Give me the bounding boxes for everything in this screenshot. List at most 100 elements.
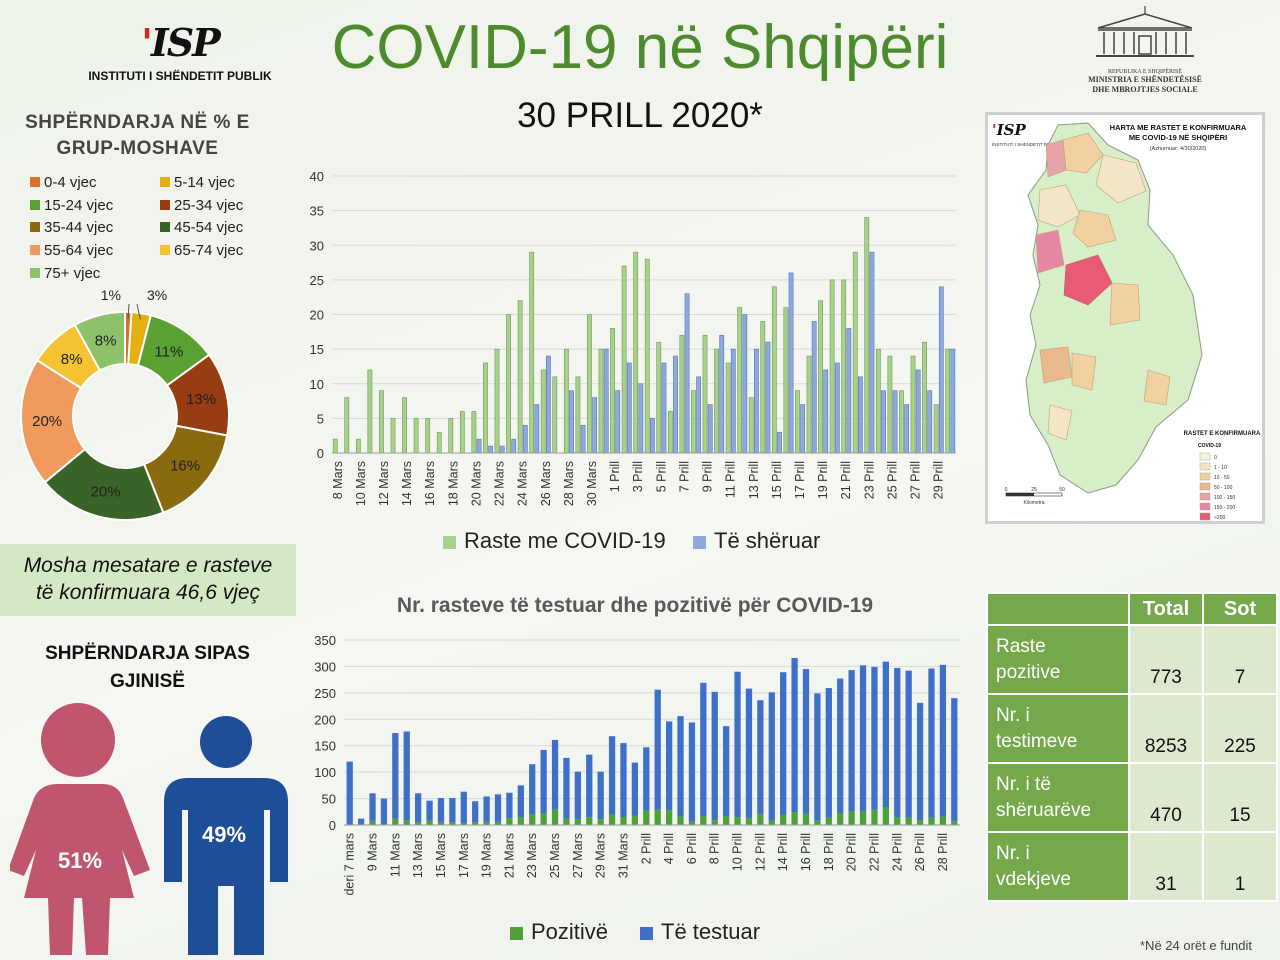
bar (603, 348, 609, 454)
legend-swatch (30, 177, 40, 187)
bar (745, 688, 753, 819)
map-legend-label: >200 (1214, 515, 1225, 521)
map-legend-title: RASTET E KONFIRMUARA (1184, 431, 1261, 437)
map-legend-swatch (1199, 492, 1211, 501)
map-scale-bar: 0 25 50 Kilometra (1005, 487, 1065, 506)
y-tick-label: 150 (314, 739, 336, 754)
bar (748, 397, 754, 454)
bar (551, 809, 559, 825)
bar (829, 279, 835, 454)
age-legend-item: 65-74 vjec (160, 242, 243, 259)
stats-today: 1 (1202, 831, 1278, 902)
x-tick-label: 10 Prill (731, 833, 745, 871)
x-tick-label: 20 Mars (469, 461, 483, 506)
x-tick-label: 7 Prill (677, 461, 691, 492)
bar (730, 348, 736, 454)
bar (864, 217, 870, 454)
legend-swatch (30, 245, 40, 255)
x-tick-label: 24 Prill (890, 833, 904, 871)
bar (608, 736, 616, 815)
bar (702, 334, 708, 454)
map-legend-label: 1 - 10 (1214, 465, 1227, 471)
bar (837, 813, 844, 825)
x-tick-label: 23 Mars (525, 833, 539, 878)
x-tick-label: 13 Mars (411, 833, 425, 878)
age-legend-item: 35-44 vjec (30, 219, 113, 236)
bar (754, 348, 759, 454)
age-legend-item: 55-64 vjec (30, 242, 113, 259)
bar (677, 716, 684, 817)
bar (894, 817, 901, 825)
bar (534, 404, 540, 454)
bar (742, 314, 748, 454)
bar (734, 817, 741, 825)
x-tick-label: 21 Mars (502, 833, 516, 878)
legend-swatch (510, 927, 523, 940)
y-tick-label: 35 (310, 204, 324, 219)
bar (403, 820, 410, 825)
bar (483, 796, 490, 822)
donut-slice (43, 447, 165, 521)
legend-swatch (160, 200, 170, 210)
map-legend-swatch (1199, 482, 1211, 491)
y-tick-label: 50 (322, 792, 336, 807)
bar (656, 341, 662, 454)
donut-label: 11% (154, 343, 183, 360)
donut-label: 1% (101, 287, 121, 303)
map-title-line1: HARTA ME RASTET E KONFIRMUARA (1110, 123, 1247, 132)
bar (765, 341, 771, 454)
map-updated: (Azhurnuar: 4/30/2020) (1150, 146, 1207, 152)
bar (933, 404, 939, 454)
bar (460, 791, 467, 824)
bar (426, 800, 433, 821)
bar (881, 390, 886, 454)
bar (928, 668, 935, 818)
x-tick-label: 17 Prill (793, 461, 807, 499)
x-tick-label: 2 Prill (639, 833, 653, 864)
bar (494, 821, 502, 825)
ministry-line3: DHE MBROJTJES SOCIALE (1092, 85, 1198, 94)
bar (848, 811, 855, 825)
age-legend-item: 15-24 vjec (30, 197, 113, 214)
map-legend-swatch (1199, 502, 1211, 511)
report-date: 30 PRILL 2020* (517, 96, 763, 135)
bar (939, 816, 947, 825)
bar (916, 820, 924, 825)
scale-50: 50 (1059, 487, 1065, 493)
bar (476, 438, 482, 454)
daily-cases-chart: 0 5 10 15 20 25 30 35 40 8 Mars 10 Mars 12 Mars 14 M… (310, 169, 956, 553)
stats-row-label: Nr. i të shëruarëve (986, 762, 1130, 833)
bar (574, 819, 581, 825)
bar (644, 258, 650, 454)
bar (472, 801, 479, 823)
gender-figures: 51% 49% (10, 703, 288, 955)
donut-label: 3% (147, 287, 167, 303)
bar (506, 314, 511, 454)
mean-age-box: Mosha mesatare e rasteve të konfirmuara … (0, 544, 296, 616)
stats-row: Nr. i të shëruarëve 470 15 (986, 762, 1278, 833)
bar (448, 418, 454, 454)
bar (800, 404, 805, 454)
x-tick-label: 3 Prill (631, 461, 645, 492)
bar (586, 754, 593, 818)
map-legend-swatch (1199, 462, 1211, 471)
bar (905, 670, 912, 818)
bar (402, 397, 407, 454)
bar (369, 793, 376, 821)
stats-table: Total Sot Raste pozitive 773 7 Nr. i testi… (986, 592, 1278, 902)
stats-total: 773 (1128, 624, 1204, 695)
age-legend-item: 45-54 vjec (160, 219, 243, 236)
stats-header-today: Sot (1202, 592, 1278, 626)
x-tick-label: 27 Mars (571, 833, 585, 878)
bar (723, 726, 730, 817)
bar (814, 693, 821, 821)
x-tick-label: 14 Prill (776, 833, 790, 871)
bar (837, 678, 844, 814)
bar (760, 321, 766, 454)
bar (737, 307, 743, 454)
bar (517, 817, 524, 825)
bar (449, 798, 456, 823)
bar (688, 722, 696, 822)
bar (869, 251, 875, 454)
x-tick-label: 21 Prill (839, 461, 853, 499)
